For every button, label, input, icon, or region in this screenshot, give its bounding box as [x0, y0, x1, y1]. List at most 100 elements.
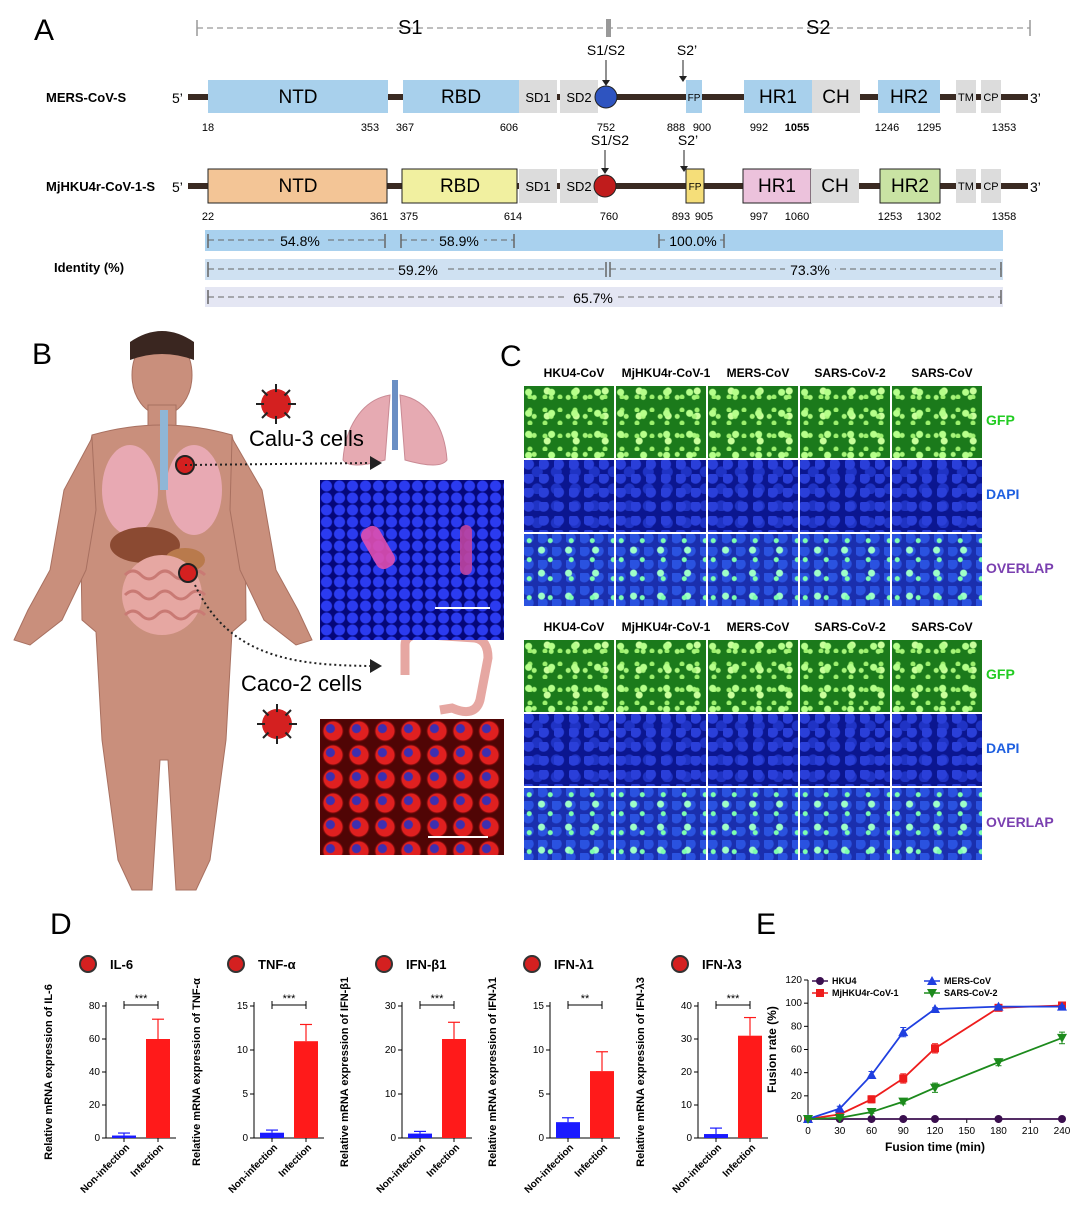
svg-text:RBD: RBD: [441, 87, 481, 108]
svg-text:375: 375: [400, 211, 418, 223]
svg-text:893: 893: [672, 211, 690, 223]
micrograph-tile: [708, 714, 798, 786]
y-tick-label: 20: [791, 1091, 803, 1102]
bar: [590, 1071, 614, 1138]
svg-text:S1/S2: S1/S2: [587, 42, 625, 58]
column-header: SARS-CoV: [911, 366, 973, 380]
bar: [704, 1134, 728, 1138]
svg-text:CH: CH: [821, 176, 848, 197]
data-point: [927, 989, 937, 998]
chart-title: IFN-β1: [406, 957, 446, 972]
data-point: [867, 1115, 876, 1123]
bar-chart: IFN-λ1 Relative mRNA expression of IFN-λ1…: [487, 955, 620, 1196]
micrograph-tile: [892, 534, 982, 606]
series-line: [807, 1005, 1062, 1120]
svg-text:361: 361: [370, 211, 388, 223]
micrograph-tile: [616, 788, 706, 860]
x-tick-label: Non-infection: [523, 1142, 576, 1195]
column-header: SARS-CoV-2: [814, 366, 886, 380]
mj-s1s2-site: [593, 174, 617, 198]
panel-a-diagram: S1 S2 MERS-CoV-S 5’ NTD RBD SD1 SD2 FP H…: [46, 17, 1041, 307]
data-point: [931, 1115, 939, 1123]
svg-text:HR1: HR1: [759, 87, 797, 108]
row-label: OVERLAP: [986, 814, 1054, 830]
svg-text:1253: 1253: [878, 211, 902, 223]
row-label: DAPI: [986, 740, 1020, 756]
micrograph-tile: [616, 460, 706, 532]
mj-rbd: [401, 168, 518, 204]
y-tick-label: 0: [538, 1133, 544, 1144]
svg-text:997: 997: [750, 211, 768, 223]
virus-icon: [256, 384, 296, 424]
data-point: [867, 1095, 876, 1104]
micrograph-tile: [800, 788, 890, 860]
bar: [294, 1041, 318, 1138]
column-header: HKU4-CoV: [543, 366, 605, 380]
data-point: [993, 1058, 1004, 1068]
svg-text:S1/S2: S1/S2: [591, 132, 629, 148]
x-tick-label: Infection: [573, 1142, 610, 1179]
s2-label: S2: [806, 17, 830, 39]
svg-text:1353: 1353: [992, 122, 1016, 134]
y-tick-label: 15: [533, 1001, 545, 1012]
calu3-label: Calu-3 cells: [249, 426, 364, 451]
row-label: GFP: [986, 412, 1015, 428]
svg-text:S2’: S2’: [678, 132, 698, 148]
y-axis-label: Relative mRNA expression of IFN-λ3: [635, 977, 647, 1167]
svg-text:3’: 3’: [1030, 90, 1041, 106]
svg-text:1060: 1060: [785, 211, 809, 223]
x-tick-label: Infection: [277, 1142, 314, 1179]
data-point: [898, 1027, 909, 1037]
panel-c-grid: HKU4-CoV MjHKU4r-CoV-1 MERS-CoV SARS-CoV-2 S…: [524, 366, 1080, 860]
bar: [408, 1133, 432, 1138]
s1-label: S1: [398, 17, 422, 39]
micrograph-tile: [524, 788, 614, 860]
y-tick-label: 0: [390, 1133, 396, 1144]
micrograph-tile: [800, 386, 890, 458]
column-header: SARS-CoV-2: [814, 620, 886, 634]
row-label: GFP: [986, 666, 1015, 682]
micrograph-tile: [524, 534, 614, 606]
y-tick-label: 0: [242, 1133, 248, 1144]
legend-entry: MERS-CoV: [924, 976, 991, 986]
x-tick-label: Non-infection: [671, 1142, 724, 1195]
column-header: MjHKU4r-CoV-1: [621, 620, 711, 634]
y-tick-label: 40: [89, 1067, 101, 1078]
micrograph-tile: [708, 788, 798, 860]
data-point: [931, 1044, 939, 1053]
lungs-icon: [342, 380, 448, 466]
svg-text:CH: CH: [822, 87, 849, 108]
data-point: [993, 1001, 1004, 1011]
data-point: [816, 989, 824, 997]
series-sars-cov-2: [803, 1031, 1067, 1124]
y-axis-label: Fusion rate (%): [765, 1006, 779, 1093]
calu3-micrograph: [320, 480, 504, 640]
svg-text:NTD: NTD: [278, 176, 317, 197]
x-tick-label: 90: [898, 1126, 910, 1137]
data-point: [834, 1103, 845, 1113]
svg-text:900: 900: [693, 122, 711, 134]
svg-text:760: 760: [600, 211, 618, 223]
bar: [556, 1122, 580, 1138]
bar: [146, 1039, 170, 1138]
panel-b-illustration: [13, 331, 493, 891]
y-tick-label: 80: [89, 1001, 101, 1012]
virus-icon: [227, 955, 245, 973]
x-tick-label: 150: [958, 1126, 975, 1137]
panel-d-bar-charts: IL-6 Relative mRNA expression of IL-6 0 20 4…: [38, 948, 778, 1216]
y-tick-label: 0: [796, 1114, 802, 1125]
svg-text:SD2: SD2: [566, 179, 591, 194]
mers-s1s2-site: [594, 85, 618, 109]
y-axis-label: Relative mRNA expression of IFN-λ1: [487, 977, 499, 1167]
svg-text:SD1: SD1: [525, 179, 550, 194]
svg-text:59.2%: 59.2%: [398, 262, 438, 278]
y-tick-label: 15: [237, 1001, 249, 1012]
svg-text:HR2: HR2: [891, 176, 929, 197]
svg-text:606: 606: [500, 122, 518, 134]
svg-text:73.3%: 73.3%: [790, 262, 830, 278]
panel-letter-b: B: [32, 338, 53, 371]
data-point: [866, 1108, 877, 1118]
svg-text:367: 367: [396, 122, 414, 134]
x-tick-label: Non-infection: [227, 1142, 280, 1195]
x-tick-label: Infection: [721, 1142, 758, 1179]
